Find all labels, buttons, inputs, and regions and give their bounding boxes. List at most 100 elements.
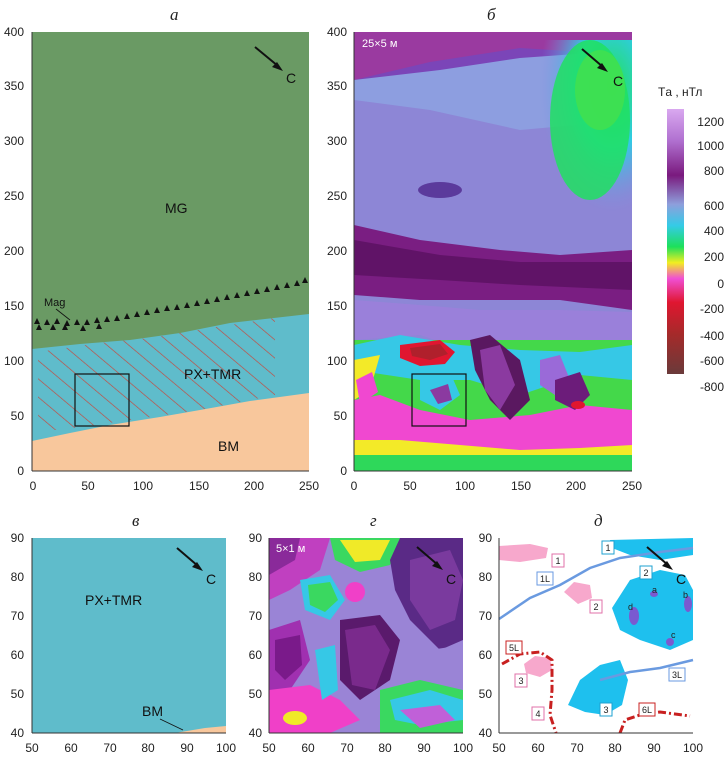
- grid-label-b: 25×5 м: [362, 38, 397, 50]
- svg-text:50: 50: [479, 687, 493, 701]
- svg-text:0: 0: [17, 464, 24, 478]
- svg-text:60: 60: [301, 741, 315, 755]
- panel-g-letter: г: [370, 511, 377, 530]
- svg-text:3L: 3L: [672, 670, 682, 680]
- letter-c: c: [671, 630, 676, 640]
- svg-text:70: 70: [249, 609, 263, 623]
- svg-text:-400: -400: [700, 329, 724, 343]
- svg-text:100: 100: [453, 741, 473, 755]
- label-mg: MG: [165, 200, 188, 216]
- svg-text:300: 300: [327, 134, 347, 148]
- svg-text:250: 250: [327, 189, 347, 203]
- panel-d-letter: д: [594, 511, 603, 530]
- panel-d-axes: 50 60 70 80 90 100 40 50 60 70 80 90: [479, 531, 704, 755]
- svg-text:800: 800: [704, 164, 724, 178]
- colorbar-gradient: [667, 109, 684, 374]
- svg-text:50: 50: [262, 741, 276, 755]
- svg-text:0: 0: [351, 479, 358, 493]
- label-bm-v: BM: [142, 703, 163, 719]
- svg-text:150: 150: [327, 299, 347, 313]
- svg-text:-200: -200: [700, 302, 724, 316]
- svg-text:3: 3: [603, 705, 608, 715]
- north-label: С: [286, 70, 296, 86]
- svg-text:50: 50: [81, 479, 95, 493]
- svg-text:400: 400: [327, 25, 347, 39]
- svg-text:3: 3: [518, 676, 523, 686]
- pink-zone-3: [524, 656, 552, 677]
- svg-text:100: 100: [327, 354, 347, 368]
- svg-text:250: 250: [622, 479, 642, 493]
- svg-text:50: 50: [249, 687, 263, 701]
- svg-text:400: 400: [4, 25, 24, 39]
- svg-text:1000: 1000: [697, 139, 724, 153]
- panel-a-letter: а: [170, 5, 179, 24]
- panel-b-axes: 0 50 100 150 200 250 0 50 100 150 200 25…: [327, 25, 642, 493]
- svg-text:90: 90: [249, 531, 263, 545]
- line-1l: [498, 546, 694, 621]
- mag-leader: [55, 308, 71, 321]
- svg-text:40: 40: [11, 726, 25, 740]
- north-label-v: С: [206, 571, 216, 587]
- svg-text:70: 70: [570, 741, 584, 755]
- colorbar-ticks: 1200 1000 800 600 400 200 0 -200 -400 -6…: [697, 115, 724, 394]
- svg-text:4: 4: [535, 709, 540, 719]
- svg-text:40: 40: [479, 726, 493, 740]
- svg-text:60: 60: [531, 741, 545, 755]
- svg-text:50: 50: [11, 409, 25, 423]
- pink-labels: 1 2 3 4: [514, 553, 603, 721]
- svg-text:100: 100: [216, 741, 236, 755]
- px-tmr-zone-v: [32, 538, 226, 733]
- svg-text:90: 90: [180, 741, 194, 755]
- blue-zone-3: [568, 660, 628, 715]
- panel-g: г 5×1 м С: [249, 511, 474, 755]
- red-labels: 5L 6L: [505, 640, 656, 717]
- svg-text:-600: -600: [700, 354, 724, 368]
- blue-labels: 1 2 3 1L 3L: [536, 540, 686, 717]
- purple-blob-b: [684, 596, 692, 612]
- svg-text:80: 80: [378, 741, 392, 755]
- label-px-tmr: PX+TMR: [184, 366, 241, 382]
- svg-text:200: 200: [4, 244, 24, 258]
- svg-text:200: 200: [327, 244, 347, 258]
- svg-text:100: 100: [683, 741, 703, 755]
- panel-b-letter: б: [487, 5, 496, 24]
- svg-text:50: 50: [25, 741, 39, 755]
- bm-zone-v: [175, 726, 226, 733]
- svg-text:100: 100: [133, 479, 153, 493]
- hatch-area: [38, 318, 275, 430]
- svg-text:0: 0: [340, 464, 347, 478]
- north-arrow-icon: [646, 546, 673, 570]
- svg-text:150: 150: [4, 299, 24, 313]
- svg-text:50: 50: [492, 741, 506, 755]
- svg-text:50: 50: [334, 409, 348, 423]
- svg-text:40: 40: [249, 726, 263, 740]
- svg-text:50: 50: [11, 687, 25, 701]
- svg-text:100: 100: [455, 479, 475, 493]
- svg-text:80: 80: [141, 741, 155, 755]
- pink-zone-2: [564, 582, 592, 604]
- svg-text:80: 80: [11, 570, 25, 584]
- svg-text:70: 70: [103, 741, 117, 755]
- svg-text:50: 50: [403, 479, 417, 493]
- svg-text:150: 150: [189, 479, 209, 493]
- svg-text:70: 70: [479, 609, 493, 623]
- svg-text:60: 60: [249, 648, 263, 662]
- svg-text:80: 80: [249, 570, 263, 584]
- svg-text:200: 200: [566, 479, 586, 493]
- mag-map-g: [269, 538, 463, 733]
- svg-text:400: 400: [704, 224, 724, 238]
- bm-zone: [32, 393, 309, 471]
- blue-zone-2: [612, 570, 693, 650]
- purple-blob-d: [629, 607, 639, 625]
- svg-text:300: 300: [4, 134, 24, 148]
- svg-text:60: 60: [64, 741, 78, 755]
- panel-v: в PX+TMR BM С 50 60 70 80 90 100 40 50 6…: [11, 511, 237, 755]
- letter-a: a: [652, 585, 657, 595]
- north-arrow-icon: [581, 48, 608, 72]
- svg-text:90: 90: [11, 531, 25, 545]
- panel-g-axes: 50 60 70 80 90 100 40 50 60 70 80 90: [249, 531, 474, 755]
- grid-label-g: 5×1 м: [276, 543, 305, 555]
- panel-d: д 1 2 3 4: [479, 511, 704, 755]
- svg-text:1L: 1L: [540, 574, 550, 584]
